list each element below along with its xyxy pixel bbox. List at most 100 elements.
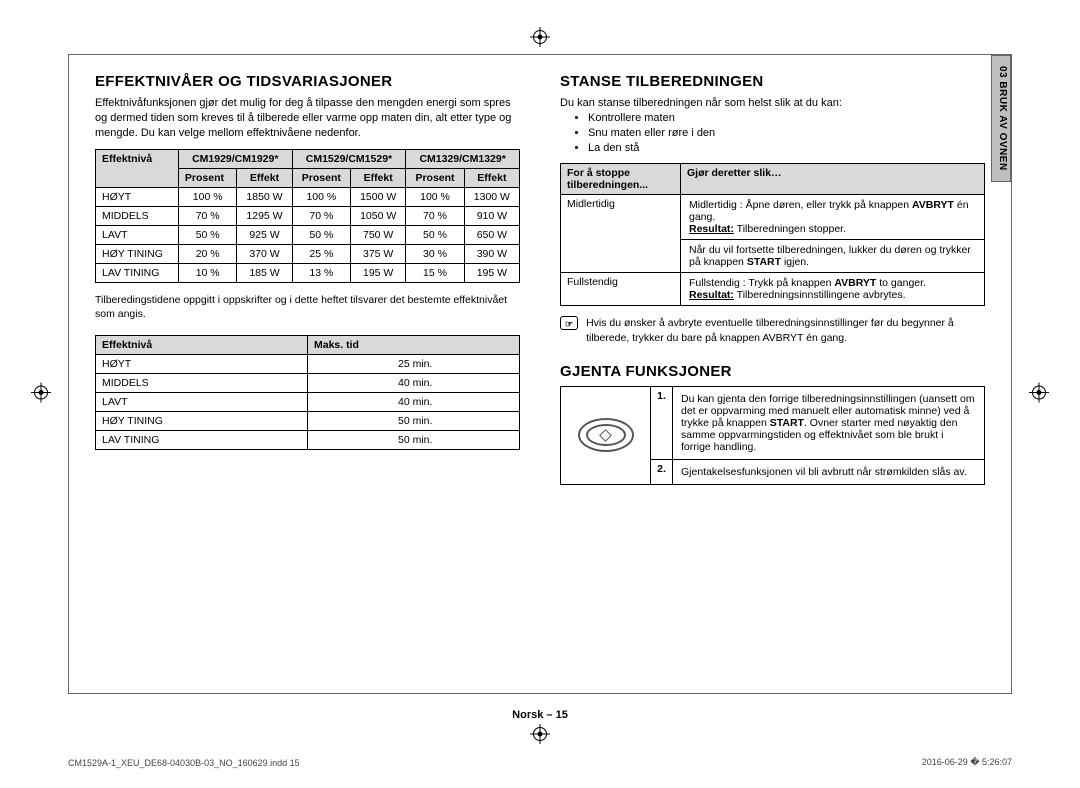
sub-percent-2: Prosent <box>292 168 350 187</box>
cell: 10 % <box>178 263 236 282</box>
section-tab: 03 BRUK AV OVNEN <box>991 55 1011 182</box>
cell: LAV TINING <box>96 263 179 282</box>
stop-intro: Du kan stanse tilberedningen når som hel… <box>560 96 985 111</box>
power-rows: HØYT100 %1850 W100 %1500 W100 %1300 WMID… <box>96 187 520 282</box>
bold-avbryt: AVBRYT <box>834 277 876 289</box>
cell: HØYT <box>96 354 308 373</box>
col-group-3: CM1329/CM1329* <box>406 149 520 168</box>
table-row: MIDDELS40 min. <box>96 373 520 392</box>
stop-cooking-table: For å stoppe tilberedningen... Gjør dere… <box>560 163 985 306</box>
cell: 1500 W <box>351 187 406 206</box>
cell: 1300 W <box>464 187 519 206</box>
print-filename: CM1529A-1_XEU_DE68-04030B-03_NO_160629.i… <box>68 758 300 768</box>
sub-percent-1: Prosent <box>178 168 236 187</box>
cell: 15 % <box>406 263 464 282</box>
cell-midlertidig-inst: Midlertidig : Åpne døren, eller trykk på… <box>681 195 985 240</box>
cell: 925 W <box>237 225 292 244</box>
repeat-functions-table: 1. Du kan gjenta den forrige tilberednin… <box>560 386 985 485</box>
text: igjen. <box>781 256 809 268</box>
note-text: Hvis du ønsker å avbryte eventuelle tilb… <box>586 316 985 344</box>
result-label: Resultat: <box>689 289 734 301</box>
table-row: HØYT100 %1850 W100 %1500 W100 %1300 W <box>96 187 520 206</box>
step-2-text: Gjentakelsesfunksjonen vil bli avbrutt n… <box>673 459 985 484</box>
text: Midlertidig : Åpne døren, eller trykk på… <box>689 199 912 211</box>
cell-resume-inst: Når du vil fortsette tilberedningen, luk… <box>681 240 985 273</box>
power-caption: Tilberedingstidene oppgitt i oppskrifter… <box>95 293 520 321</box>
stop-h1: For å stoppe tilberedningen... <box>561 164 681 195</box>
cell: 1050 W <box>351 206 406 225</box>
cell: MIDDELS <box>96 206 179 225</box>
table-row: LAV TINING10 %185 W13 %195 W15 %195 W <box>96 263 520 282</box>
table-row: HØY TINING50 min. <box>96 411 520 430</box>
table-row: Fullstendig Fullstendig : Trykk på knapp… <box>561 273 985 306</box>
step-1-num: 1. <box>651 386 673 459</box>
cell: 100 % <box>178 187 236 206</box>
stop-bullets: Kontrollere matenSnu maten eller røre i … <box>588 111 985 156</box>
cell: 910 W <box>464 206 519 225</box>
stop-h2: Gjør deretter slik… <box>681 164 985 195</box>
cell: 13 % <box>292 263 350 282</box>
cell: 70 % <box>178 206 236 225</box>
cell: 370 W <box>237 244 292 263</box>
note-row: ☞ Hvis du ønsker å avbryte eventuelle ti… <box>560 316 985 344</box>
heading-power-levels: EFFEKTNIVÅER OG TIDSVARIASJONER <box>95 73 520 90</box>
cell: 70 % <box>406 206 464 225</box>
cell: 50 min. <box>308 430 520 449</box>
table-row: LAV TINING50 min. <box>96 430 520 449</box>
list-item: Kontrollere maten <box>588 111 985 126</box>
sub-power-3: Effekt <box>464 168 519 187</box>
start-button-icon-cell <box>561 386 651 484</box>
heading-stop-cooking: STANSE TILBEREDNINGEN <box>560 73 985 90</box>
cell-midlertidig: Midlertidig <box>561 195 681 273</box>
cell: 50 % <box>178 225 236 244</box>
table-row: Midlertidig Midlertidig : Åpne døren, el… <box>561 195 985 240</box>
sub-power-1: Effekt <box>237 168 292 187</box>
col-group-2: CM1529/CM1529* <box>292 149 406 168</box>
cell: MIDDELS <box>96 373 308 392</box>
text: Når du vil fortsette tilberedningen, luk… <box>689 244 971 268</box>
print-timestamp: 2016-06-29 � 5:26:07 <box>922 757 1012 768</box>
step-2-num: 2. <box>651 459 673 484</box>
cell: 20 % <box>178 244 236 263</box>
cell: 100 % <box>406 187 464 206</box>
cell: 30 % <box>406 244 464 263</box>
table-row: MIDDELS70 %1295 W70 %1050 W70 %910 W <box>96 206 520 225</box>
cell-fullstendig: Fullstendig <box>561 273 681 306</box>
cell: 1295 W <box>237 206 292 225</box>
intro-text: Effektnivåfunksjonen gjør det mulig for … <box>95 96 520 141</box>
table-row: 1. Du kan gjenta den forrige tilberednin… <box>561 386 985 459</box>
cell-fullstendig-inst: Fullstendig : Trykk på knappen AVBRYT to… <box>681 273 985 306</box>
start-button-icon <box>578 418 634 452</box>
manual-page: EFFEKTNIVÅER OG TIDSVARIASJONER Effektni… <box>68 54 1012 694</box>
cell: 195 W <box>351 263 406 282</box>
cell: 70 % <box>292 206 350 225</box>
cell: 50 min. <box>308 411 520 430</box>
cell: HØY TINING <box>96 411 308 430</box>
cell: 40 min. <box>308 392 520 411</box>
bold-start: START <box>747 256 781 268</box>
table-row: HØYT25 min. <box>96 354 520 373</box>
cell: 40 min. <box>308 373 520 392</box>
list-item: La den stå <box>588 141 985 156</box>
cell: LAVT <box>96 225 179 244</box>
cell: 25 min. <box>308 354 520 373</box>
bold-start: START <box>770 417 804 429</box>
result-text: Tilberedningen stopper. <box>734 223 846 235</box>
result-text: Tilberedningsinnstillingene avbrytes. <box>734 289 906 301</box>
cell: HØYT <box>96 187 179 206</box>
page-footer: Norsk – 15 <box>69 709 1011 721</box>
cell: 25 % <box>292 244 350 263</box>
left-column: EFFEKTNIVÅER OG TIDSVARIASJONER Effektni… <box>69 55 540 693</box>
cell: 750 W <box>351 225 406 244</box>
cell: 650 W <box>464 225 519 244</box>
step-1-text: Du kan gjenta den forrige tilberedningsi… <box>673 386 985 459</box>
right-column: STANSE TILBEREDNINGEN Du kan stanse tilb… <box>540 55 1011 693</box>
cell: 1850 W <box>237 187 292 206</box>
table-row: LAVT50 %925 W50 %750 W50 %650 W <box>96 225 520 244</box>
text: to ganger. <box>876 277 926 289</box>
cell: 50 % <box>292 225 350 244</box>
table-row: LAVT40 min. <box>96 392 520 411</box>
cell: LAVT <box>96 392 308 411</box>
col-effektniva: Effektnivå <box>96 149 179 187</box>
list-item: Snu maten eller røre i den <box>588 126 985 141</box>
